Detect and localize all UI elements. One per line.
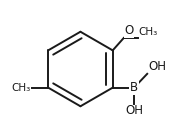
Text: OH: OH [125, 104, 143, 117]
Text: B: B [130, 81, 138, 94]
Text: O: O [124, 24, 134, 37]
Text: CH₃: CH₃ [138, 27, 158, 37]
Text: CH₃: CH₃ [12, 83, 31, 93]
Text: OH: OH [148, 60, 166, 73]
